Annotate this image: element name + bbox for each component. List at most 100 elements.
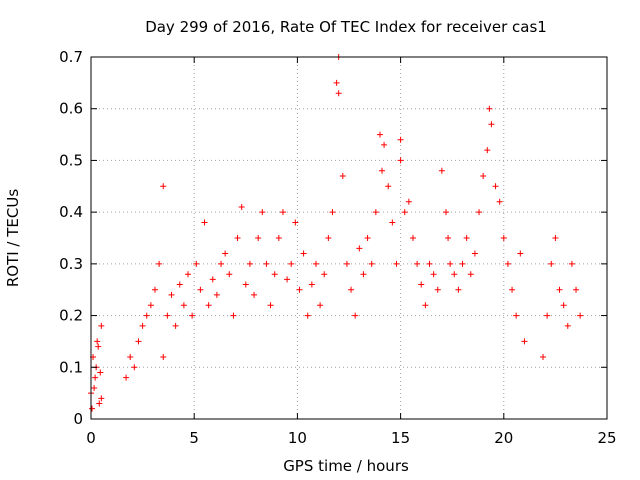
data-point	[335, 90, 342, 97]
y-tick-label: 0.2	[59, 307, 83, 325]
data-point	[339, 172, 346, 179]
data-point	[426, 260, 433, 267]
data-point	[376, 131, 383, 138]
data-point	[230, 312, 237, 319]
x-tick-label: 25	[597, 429, 616, 447]
data-point	[372, 209, 379, 216]
data-point	[509, 286, 516, 293]
data-point	[455, 286, 462, 293]
data-point	[98, 322, 105, 329]
data-point	[127, 353, 134, 360]
data-point	[445, 235, 452, 241]
data-point	[492, 183, 499, 190]
x-tick-label: 5	[189, 429, 199, 447]
data-point	[447, 260, 454, 267]
data-point	[568, 260, 575, 267]
data-point	[267, 302, 274, 309]
data-point	[397, 157, 404, 164]
data-point	[467, 271, 474, 278]
data-point	[484, 147, 491, 154]
data-point	[176, 281, 183, 288]
data-point	[451, 271, 458, 278]
data-point	[292, 219, 299, 226]
data-point	[577, 312, 584, 319]
data-point	[160, 183, 167, 190]
data-point	[95, 343, 102, 350]
data-point	[168, 291, 175, 298]
data-point	[364, 235, 371, 241]
axis-ticks	[90, 56, 608, 420]
data-point	[218, 260, 225, 267]
data-point	[459, 260, 466, 267]
y-tick-label: 0.1	[59, 358, 83, 376]
data-point	[385, 183, 392, 190]
data-point	[151, 286, 158, 293]
data-point	[352, 312, 359, 319]
data-point	[156, 260, 163, 267]
data-point	[259, 209, 266, 216]
data-point	[98, 395, 105, 402]
data-point	[414, 260, 421, 267]
data-point	[317, 302, 324, 309]
data-point	[500, 235, 507, 241]
data-point	[418, 281, 425, 288]
y-axis-label: ROTI / TECUs	[4, 189, 22, 287]
data-point	[304, 312, 311, 319]
y-tick-label: 0.4	[59, 203, 83, 221]
x-tick-labels: 0 5 10 15 20 25	[86, 429, 616, 447]
data-point	[242, 281, 249, 288]
data-point	[197, 286, 204, 293]
data-point	[480, 172, 487, 179]
data-point	[476, 209, 483, 216]
data-point	[356, 245, 363, 252]
data-point	[238, 203, 245, 210]
chart-title: Day 299 of 2016, Rate Of TEC Index for r…	[145, 18, 547, 36]
gridlines	[91, 57, 607, 419]
data-point	[360, 271, 367, 278]
data-point	[517, 250, 524, 257]
data-point	[409, 235, 416, 241]
data-point	[548, 260, 555, 267]
data-point	[379, 167, 386, 174]
data-point	[430, 271, 437, 278]
y-tick-label: 0.5	[59, 151, 83, 169]
plot-frame	[90, 56, 608, 420]
data-point	[92, 374, 99, 381]
data-point	[271, 271, 278, 278]
data-point	[279, 209, 286, 216]
data-point	[560, 302, 567, 309]
data-point	[438, 167, 445, 174]
data-point	[434, 286, 441, 293]
data-point	[201, 219, 208, 226]
data-point	[540, 353, 547, 360]
data-point	[552, 235, 559, 241]
data-point	[180, 302, 187, 309]
data-point	[405, 198, 412, 205]
data-point	[131, 364, 138, 371]
data-point	[325, 235, 332, 241]
data-point	[504, 260, 511, 267]
data-point	[193, 260, 200, 267]
data-point	[205, 302, 212, 309]
data-point	[513, 312, 520, 319]
data-point	[97, 369, 104, 376]
data-point	[381, 141, 388, 148]
data-point	[321, 271, 328, 278]
data-point	[185, 271, 192, 278]
data-point	[521, 338, 528, 345]
data-points	[88, 54, 584, 412]
data-point	[164, 312, 171, 319]
data-point	[389, 219, 396, 226]
data-point	[135, 338, 142, 345]
x-tick-label: 10	[288, 429, 307, 447]
data-point	[300, 250, 307, 257]
data-point	[443, 209, 450, 216]
x-tick-label: 0	[86, 429, 96, 447]
data-point	[255, 235, 262, 241]
x-axis-label: GPS time / hours	[283, 457, 409, 475]
data-point	[160, 353, 167, 360]
data-point	[556, 286, 563, 293]
y-tick-label: 0	[73, 410, 83, 428]
data-point	[397, 136, 404, 143]
